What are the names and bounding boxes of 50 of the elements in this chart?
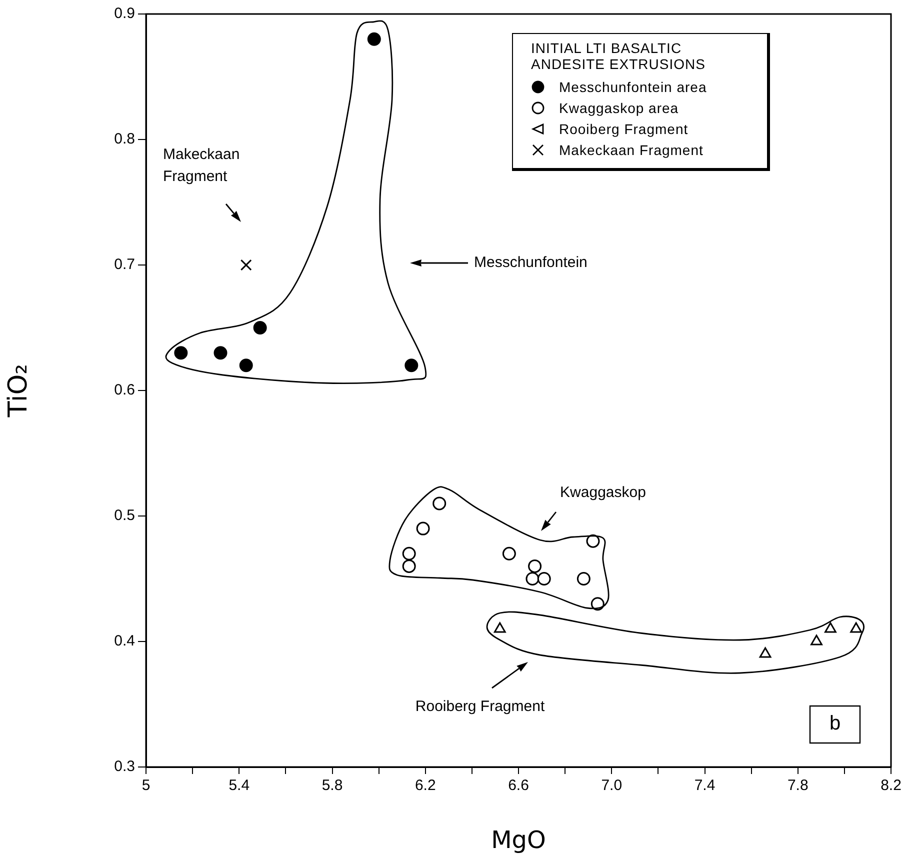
annotation: Makeckaan Fragment [163, 146, 240, 186]
legend-label: Rooiberg Fragment [559, 120, 688, 136]
x-tick-label: 7.0 [601, 777, 622, 794]
point [824, 622, 836, 633]
point [416, 522, 430, 536]
legend-label: Kwaggaskop area [559, 100, 679, 116]
point [367, 32, 381, 46]
point [404, 358, 418, 372]
point [253, 321, 267, 334]
point [214, 346, 228, 360]
point [850, 622, 862, 633]
y-tick-label: 0.5 [114, 507, 135, 524]
y-tick-label: 0.8 [114, 130, 135, 148]
point [402, 559, 416, 573]
point [576, 572, 590, 586]
point [526, 572, 540, 586]
x-tick-label: 6.6 [508, 777, 529, 794]
point [402, 546, 416, 560]
y-tick-label: 0.6 [114, 382, 135, 399]
annotation: Rooiberg Fragment [415, 698, 546, 716]
legend-title: INITIAL LTI BASALTIC ANDESITE EXTRUSIONS [531, 40, 706, 72]
y-tick-label: 0.9 [114, 5, 135, 22]
annotation: Messchunfontein [474, 254, 588, 272]
legend-label: Messchunfontein area [559, 78, 707, 94]
point [586, 534, 600, 548]
x-tick-label: 7.8 [787, 777, 808, 794]
point [432, 496, 446, 510]
y-tick-label: 0.7 [114, 256, 135, 274]
legend-label: Makeckaan Fragment [559, 142, 704, 158]
x-tick-label: 5 [142, 777, 150, 794]
point [240, 259, 252, 271]
point [174, 346, 188, 360]
x-tick-label: 5.8 [322, 777, 343, 794]
y-tick-label: 0.4 [114, 632, 135, 650]
point [537, 572, 551, 586]
y-tick-label: 0.3 [114, 758, 135, 776]
point [494, 622, 506, 633]
x-axis-title: MgO [491, 826, 546, 854]
annotation: Kwaggaskop [560, 484, 646, 502]
point [239, 358, 253, 372]
point [810, 634, 822, 646]
x-tick-label: 5.4 [228, 777, 250, 794]
x-tick-label: 7.4 [694, 777, 716, 794]
x-tick-label: 6.2 [414, 777, 436, 794]
x-tick-label: 8.2 [880, 777, 902, 794]
point [528, 559, 542, 573]
annotation: b [829, 712, 841, 735]
point [759, 647, 772, 658]
y-axis-title: TiO₂ [3, 364, 34, 418]
point [502, 546, 516, 560]
